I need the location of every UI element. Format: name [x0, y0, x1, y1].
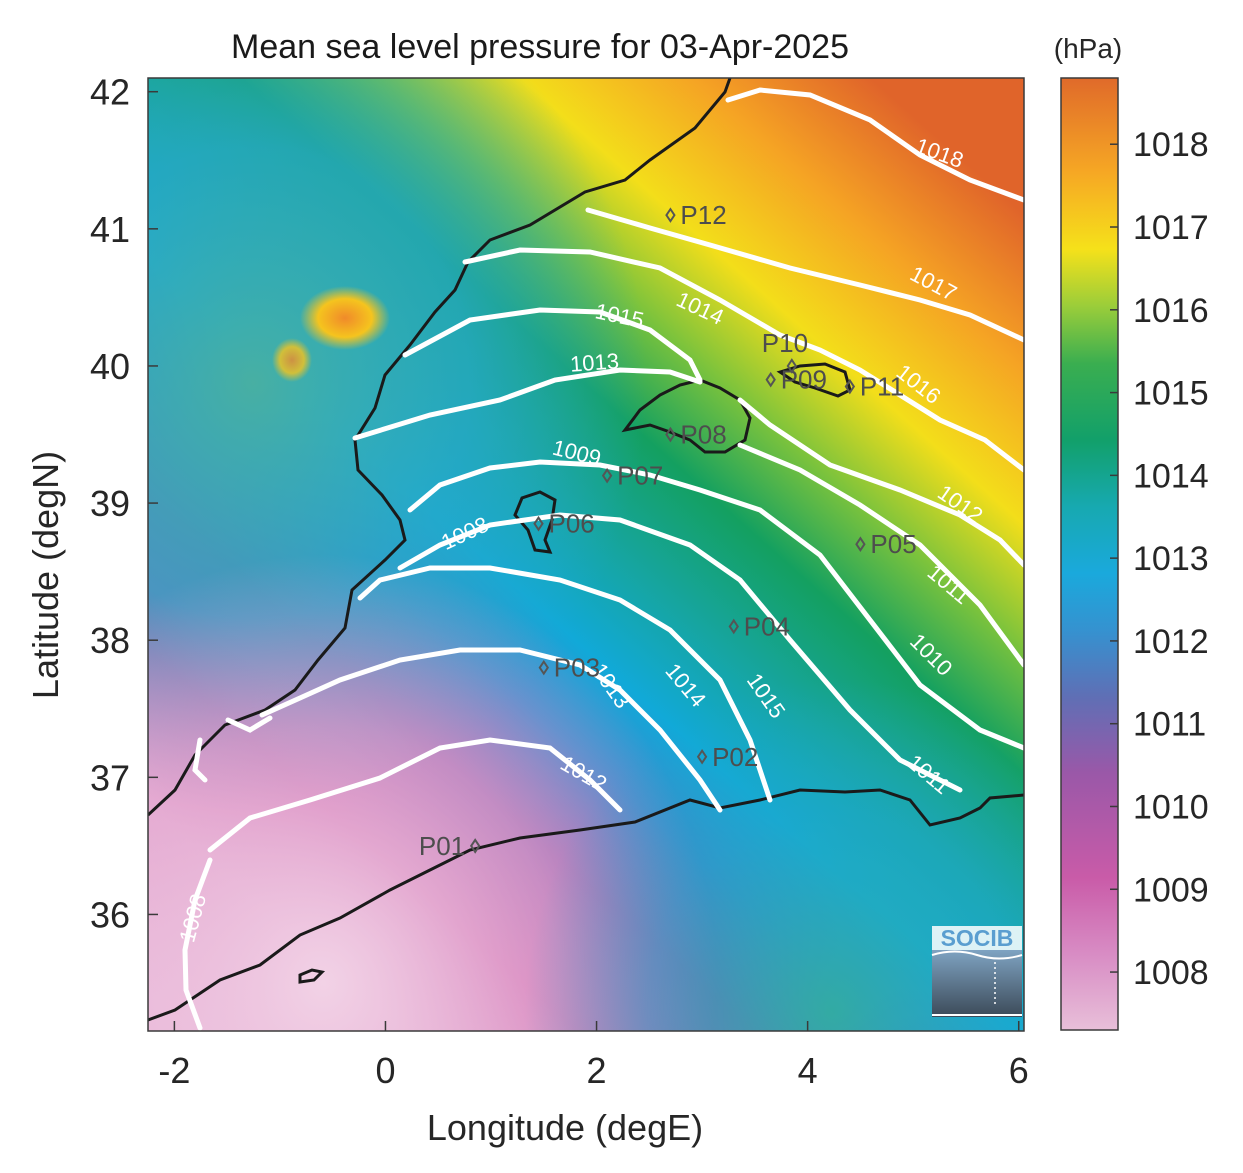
colorbar-tick-label: 1015	[1133, 375, 1209, 413]
station-label: P06	[549, 509, 595, 539]
x-tick-label: 6	[1009, 1050, 1029, 1091]
socib-logo: SOCIB	[932, 925, 1022, 1017]
y-tick-label: 40	[90, 346, 130, 387]
colorbar-ticks: 1018 1017 1016 1015 1014 1013 1012 1011 1010 1009…	[1110, 126, 1209, 992]
x-tick-label: 0	[375, 1050, 395, 1091]
station-label: P02	[712, 742, 758, 772]
y-tick-label: 36	[90, 894, 130, 935]
colorbar-tick-label: 1010	[1133, 788, 1209, 826]
station-label: P12	[680, 200, 726, 230]
y-tick-label: 37	[90, 757, 130, 798]
colorbar: 1018 1017 1016 1015 1014 1013 1012 1011 1010 1009…	[1054, 33, 1209, 1030]
y-axis-label: Latitude (degN)	[25, 451, 66, 699]
colorbar-tick-label: 1013	[1133, 540, 1209, 578]
x-tick-label: 2	[587, 1050, 607, 1091]
colorbar-tick-label: 1014	[1133, 457, 1209, 495]
x-tick-label: -2	[158, 1050, 190, 1091]
x-tick-label: 4	[798, 1050, 818, 1091]
contour-label: 1013	[569, 348, 620, 376]
colorbar-tick-label: 1008	[1133, 954, 1209, 992]
y-tick-label: 42	[90, 72, 130, 113]
y-tick-label: 39	[90, 483, 130, 524]
colorbar-tick-label: 1017	[1133, 209, 1209, 247]
station-label: P04	[744, 611, 790, 641]
station-label: P07	[617, 461, 663, 491]
station-label: P10	[762, 328, 808, 358]
colorbar-tick-label: 1011	[1133, 706, 1206, 744]
station-label: P03	[554, 653, 600, 683]
colorbar-gradient	[1061, 78, 1118, 1030]
chart-title: Mean sea level pressure for 03-Apr-2025	[231, 28, 849, 66]
station-label: P11	[860, 372, 904, 402]
colorbar-tick-label: 1012	[1133, 623, 1209, 661]
colorbar-tick-label: 1009	[1133, 871, 1209, 909]
colorbar-unit: (hPa)	[1054, 33, 1122, 64]
station-label: P01	[419, 831, 465, 861]
y-tick-label: 41	[90, 209, 130, 250]
station-label: P08	[680, 420, 726, 450]
colorbar-tick-label: 1016	[1133, 292, 1209, 330]
colorbar-tick-label: 1018	[1133, 126, 1209, 164]
y-tick-label: 38	[90, 620, 130, 661]
station-label: P05	[870, 529, 916, 559]
socib-logo-text: SOCIB	[941, 925, 1014, 951]
x-axis-label: Longitude (degE)	[427, 1107, 703, 1148]
station-label: P09	[781, 365, 827, 395]
